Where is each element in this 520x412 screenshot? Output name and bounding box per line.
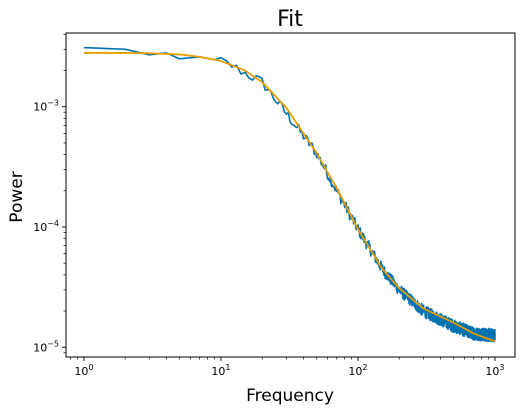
x-axis-label: Frequency [246,386,334,406]
plot-area [66,33,515,357]
tick-layer: 100 101 102 103 10−5 10−4 10−3 [33,33,505,378]
plot-frame [65,32,516,358]
chart-title: Fit [277,7,303,32]
x-tick-label: 100 [74,363,93,378]
x-tick-label: 103 [485,363,504,378]
series-line-2 [83,52,496,343]
y-axis-label: Power [7,171,27,222]
x-tick-label: 101 [211,363,230,378]
y-tick-label: 10−4 [33,219,59,234]
series-layer [83,46,496,343]
x-tick-label: 102 [348,363,367,378]
y-tick-label: 10−3 [33,99,59,114]
y-tick-label: 10−5 [33,339,59,354]
